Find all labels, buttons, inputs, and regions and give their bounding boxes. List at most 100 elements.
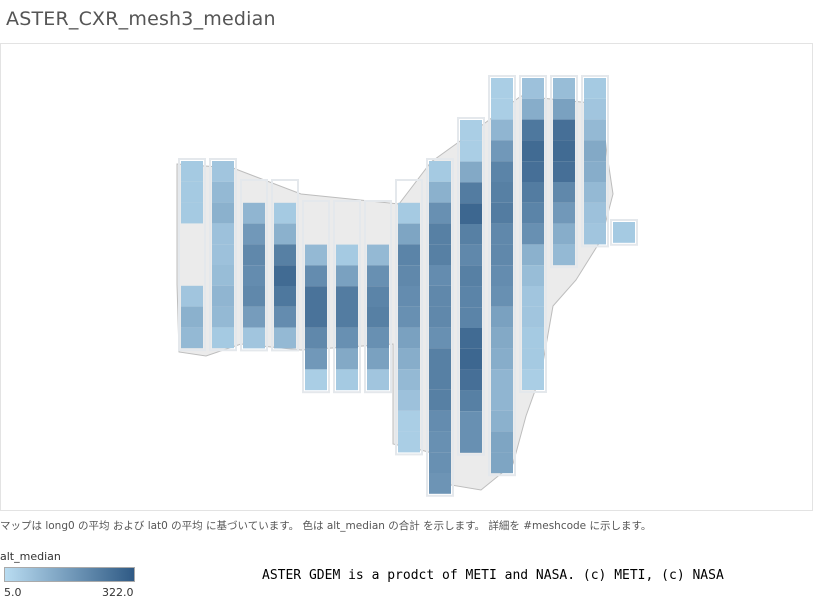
mesh-cell[interactable] (522, 161, 544, 182)
mesh-cell[interactable] (336, 327, 358, 349)
mesh-cell[interactable] (398, 265, 420, 286)
mesh-cell[interactable] (522, 286, 544, 307)
mesh-cell[interactable] (274, 327, 296, 349)
mesh-cell[interactable] (522, 327, 544, 349)
mesh-cell[interactable] (584, 161, 606, 182)
mesh-cell[interactable] (460, 390, 482, 412)
mesh-cell[interactable] (305, 307, 327, 328)
mesh-cell[interactable] (212, 161, 234, 182)
mesh-cell[interactable] (429, 473, 451, 494)
mesh-cell[interactable] (491, 223, 513, 245)
mesh-cell[interactable] (429, 223, 451, 245)
mesh-cell[interactable] (274, 265, 296, 286)
mesh-cell[interactable] (584, 182, 606, 203)
mesh-cell[interactable] (398, 223, 420, 245)
mesh-cell[interactable] (491, 410, 513, 432)
mesh-cell[interactable] (491, 202, 513, 224)
mesh-cell[interactable] (212, 223, 234, 245)
mesh-cell[interactable] (460, 161, 482, 183)
mesh-cell[interactable] (181, 202, 203, 224)
mesh-cell[interactable] (243, 202, 265, 224)
legend-color-ramp[interactable] (4, 567, 135, 582)
mesh-cell[interactable] (181, 181, 203, 203)
mesh-cell[interactable] (243, 223, 265, 245)
mesh-cell[interactable] (398, 431, 420, 453)
mesh-map[interactable] (1, 44, 812, 510)
mesh-cell[interactable] (398, 244, 420, 266)
mesh-cell[interactable] (491, 452, 513, 474)
mesh-cell[interactable] (460, 307, 482, 328)
mesh-cell[interactable] (181, 161, 203, 182)
mesh-cell[interactable] (460, 411, 482, 432)
mesh-cell[interactable] (584, 98, 606, 120)
mesh-cell[interactable] (491, 98, 513, 120)
mesh-cell[interactable] (522, 119, 544, 141)
mesh-cell[interactable] (460, 203, 482, 224)
mesh-cell[interactable] (553, 161, 575, 182)
mesh-cell[interactable] (243, 286, 265, 307)
mesh-cell[interactable] (522, 265, 544, 286)
mesh-cell[interactable] (553, 119, 575, 141)
mesh-cell[interactable] (460, 286, 482, 308)
mesh-cell[interactable] (491, 161, 513, 182)
mesh-cell[interactable] (429, 431, 451, 453)
mesh-cell[interactable] (491, 140, 513, 162)
mesh-cell[interactable] (553, 202, 575, 224)
mesh-cell[interactable] (522, 369, 544, 390)
mesh-cell[interactable] (336, 369, 358, 391)
mesh-cell[interactable] (243, 306, 265, 328)
mesh-cell[interactable] (429, 202, 451, 224)
mesh-cell[interactable] (212, 244, 234, 265)
mesh-cell[interactable] (522, 78, 544, 99)
mesh-cell[interactable] (336, 244, 358, 266)
mesh-cell[interactable] (460, 244, 482, 266)
mesh-cell[interactable] (336, 307, 358, 328)
mesh-cell[interactable] (491, 119, 513, 141)
mesh-cell[interactable] (367, 348, 389, 370)
mesh-cell[interactable] (398, 327, 420, 349)
mesh-cell[interactable] (367, 327, 389, 349)
mesh-cell[interactable] (305, 244, 327, 266)
mesh-cell[interactable] (212, 306, 234, 328)
mesh-cell[interactable] (305, 327, 327, 349)
mesh-cell[interactable] (491, 78, 513, 99)
map-panel[interactable] (0, 43, 813, 511)
mesh-cell[interactable] (491, 182, 513, 203)
mesh-cell[interactable] (212, 285, 234, 307)
mesh-cell[interactable] (367, 244, 389, 266)
mesh-cell[interactable] (398, 369, 420, 390)
mesh-cell[interactable] (212, 327, 234, 349)
mesh-cell[interactable] (243, 244, 265, 266)
mesh-cell[interactable] (429, 244, 451, 265)
mesh-cell[interactable] (429, 161, 451, 182)
mesh-cell[interactable] (336, 265, 358, 287)
mesh-cell[interactable] (491, 327, 513, 349)
mesh-cell[interactable] (212, 202, 234, 224)
mesh-cell[interactable] (491, 348, 513, 370)
mesh-cell[interactable] (584, 223, 606, 245)
mesh-cell[interactable] (367, 286, 389, 307)
mesh-cell[interactable] (460, 182, 482, 204)
mesh-cell[interactable] (429, 452, 451, 473)
mesh-cell[interactable] (336, 348, 358, 370)
mesh-cell[interactable] (398, 410, 420, 432)
mesh-cell[interactable] (429, 369, 451, 390)
mesh-cell[interactable] (243, 327, 265, 349)
mesh-cell[interactable] (553, 98, 575, 120)
mesh-cell[interactable] (553, 223, 575, 245)
mesh-cell[interactable] (522, 140, 544, 162)
mesh-cells[interactable] (178, 75, 638, 497)
mesh-cell[interactable] (460, 120, 482, 141)
mesh-cell[interactable] (212, 265, 234, 286)
mesh-cell[interactable] (367, 307, 389, 328)
mesh-cell[interactable] (181, 327, 203, 349)
mesh-cell[interactable] (584, 119, 606, 141)
mesh-cell[interactable] (460, 432, 482, 453)
mesh-cell[interactable] (460, 224, 482, 245)
mesh-cell[interactable] (584, 140, 606, 162)
mesh-cell[interactable] (460, 348, 482, 370)
mesh-cell[interactable] (584, 202, 606, 224)
mesh-cell[interactable] (429, 389, 451, 411)
mesh-cell[interactable] (553, 244, 575, 266)
mesh-cell[interactable] (398, 390, 420, 411)
